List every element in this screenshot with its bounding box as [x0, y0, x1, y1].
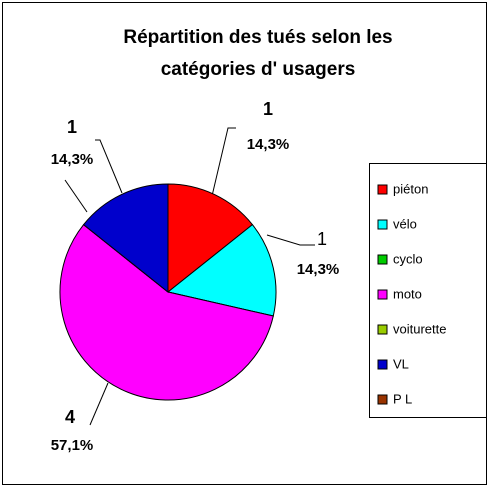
legend-box — [369, 163, 487, 418]
percent-label: 14,3% — [297, 261, 340, 278]
percent-label: 14,3% — [247, 136, 290, 153]
chart-subtitle: catégories d' usagers — [161, 59, 356, 80]
leader-lines — [64, 127, 315, 426]
legend-swatch — [377, 289, 388, 300]
chart-title: Répartition des tués selon les — [123, 27, 392, 48]
data-label: 1 — [263, 99, 273, 119]
legend-swatch — [377, 219, 388, 230]
percent-label: 14,3% — [51, 151, 94, 168]
pie-slice — [59, 223, 274, 401]
legend-label: piéton — [393, 181, 428, 196]
legend-swatch — [377, 324, 388, 335]
legend-label: P L — [393, 391, 412, 406]
data-label: 1 — [67, 117, 77, 137]
legend-label: voiturette — [393, 321, 446, 336]
legend-label: vélo — [393, 216, 417, 231]
legend-swatch — [377, 394, 388, 405]
data-label: 1 — [317, 229, 327, 249]
legend-label: cyclo — [393, 251, 423, 266]
percent-label: 57,1% — [51, 437, 94, 454]
legend-swatch — [377, 254, 388, 265]
pie-slice — [167, 183, 254, 294]
leader-line — [211, 127, 236, 197]
data-label: 4 — [65, 407, 75, 427]
legend-label: VL — [393, 356, 409, 371]
leader-line — [95, 139, 123, 194]
legend-swatch — [377, 359, 388, 370]
leader-line — [64, 179, 88, 213]
pie-slice — [82, 183, 169, 294]
legend-label: moto — [393, 286, 422, 301]
legend-swatch — [377, 184, 388, 195]
pie-slice — [166, 223, 277, 317]
leader-line — [89, 382, 109, 426]
leader-line — [266, 234, 315, 246]
